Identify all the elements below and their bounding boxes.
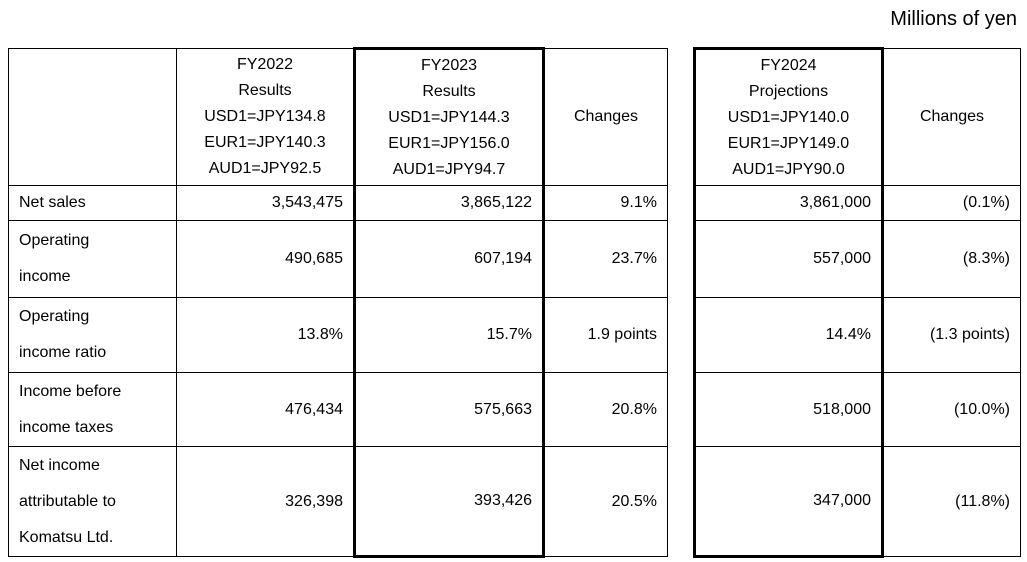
fy2024-value: 14.4%	[693, 297, 884, 373]
fy2022-value: 326,398	[176, 446, 355, 557]
changes-value: 20.8%	[543, 372, 668, 447]
table-row-operating-income-ratio: 14.4% (1.3 points)	[693, 297, 1021, 373]
changes-value: 20.5%	[543, 446, 668, 557]
projections-table: FY2024 Projections USD1=JPY140.0 EUR1=JP…	[693, 47, 1021, 558]
changes-value: 23.7%	[543, 220, 668, 298]
fy2024-value: 347,000	[693, 446, 884, 558]
table-row-operating-income: Operating income 490,685 607,194 23.7%	[8, 220, 668, 298]
fy2023-value: 393,426	[353, 446, 545, 558]
table-row-net-sales: Net sales 3,543,475 3,865,122 9.1%	[8, 185, 668, 221]
fy2024-header: FY2024 Projections USD1=JPY140.0 EUR1=JP…	[693, 47, 884, 186]
results-table: FY2022 Results USD1=JPY134.8 EUR1=JPY140…	[8, 47, 668, 558]
changes-value: (0.1%)	[882, 185, 1021, 221]
fy2022-header: FY2022 Results USD1=JPY134.8 EUR1=JPY140…	[176, 48, 355, 186]
table-row-net-income: 347,000 (11.8%)	[693, 446, 1021, 558]
fy2022-value: 476,434	[176, 372, 355, 447]
fy2023-value: 3,865,122	[353, 185, 545, 221]
changes-value: (10.0%)	[882, 372, 1021, 447]
fy2022-value: 3,543,475	[176, 185, 355, 221]
header-row: FY2022 Results USD1=JPY134.8 EUR1=JPY140…	[8, 47, 668, 186]
table-row-operating-income-ratio: Operating income ratio 13.8% 15.7% 1.9 p…	[8, 297, 668, 373]
header-row: FY2024 Projections USD1=JPY140.0 EUR1=JP…	[693, 47, 1021, 186]
table-row-operating-income: 557,000 (8.3%)	[693, 220, 1021, 298]
changes-value: 9.1%	[543, 185, 668, 221]
table-row-income-before-taxes: Income before income taxes 476,434 575,6…	[8, 372, 668, 447]
unit-label: Millions of yen	[890, 8, 1017, 30]
fy2022-value: 13.8%	[176, 297, 355, 373]
tables-container: FY2022 Results USD1=JPY134.8 EUR1=JPY140…	[8, 47, 1021, 558]
fy2023-value: 607,194	[353, 220, 545, 298]
changes-value: (11.8%)	[882, 446, 1021, 557]
fy2024-value: 557,000	[693, 220, 884, 298]
changes-header: Changes	[543, 48, 668, 186]
fy2024-value: 518,000	[693, 372, 884, 447]
fy2023-header: FY2023 Results USD1=JPY144.3 EUR1=JPY156…	[353, 47, 545, 186]
row-label: Net income attributable to Komatsu Ltd.	[8, 446, 177, 557]
fy2024-value: 3,861,000	[693, 185, 884, 221]
changes-value: 1.9 points	[543, 297, 668, 373]
table-row-net-income: Net income attributable to Komatsu Ltd. …	[8, 446, 668, 558]
row-label: Income before income taxes	[8, 372, 177, 447]
row-label: Operating income ratio	[8, 297, 177, 373]
row-label: Net sales	[8, 185, 177, 221]
changes-header: Changes	[882, 48, 1021, 186]
row-label: Operating income	[8, 220, 177, 298]
fy2023-value: 575,663	[353, 372, 545, 447]
changes-value: (1.3 points)	[882, 297, 1021, 373]
fy2022-value: 490,685	[176, 220, 355, 298]
fy2023-value: 15.7%	[353, 297, 545, 373]
corner-cell	[8, 48, 177, 186]
table-row-income-before-taxes: 518,000 (10.0%)	[693, 372, 1021, 447]
changes-value: (8.3%)	[882, 220, 1021, 298]
table-row-net-sales: 3,861,000 (0.1%)	[693, 185, 1021, 221]
